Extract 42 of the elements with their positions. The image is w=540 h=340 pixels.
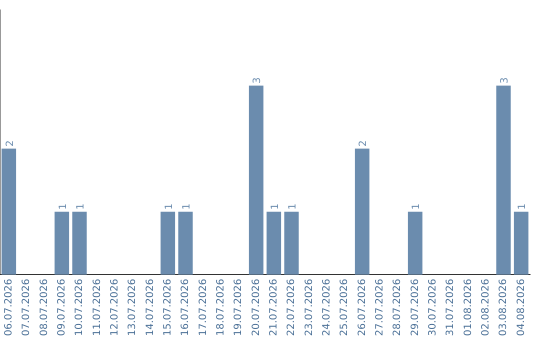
x-tick-label: 02.08.2026 bbox=[480, 278, 492, 336]
data-label: 1 bbox=[182, 203, 192, 210]
x-tick-label: 27.07.2026 bbox=[374, 278, 386, 336]
x-tick-label: 14.07.2026 bbox=[144, 278, 156, 336]
data-label: 3 bbox=[252, 77, 264, 84]
x-tick-label: 11.07.2026 bbox=[92, 278, 103, 336]
data-label: 1 bbox=[76, 203, 86, 210]
x-tick-label: 12.07.2026 bbox=[109, 278, 120, 336]
x-tick-label: 19.07.2026 bbox=[233, 278, 244, 336]
data-label: 1 bbox=[288, 203, 298, 210]
x-tick-label: 16.07.2026 bbox=[180, 278, 192, 336]
x-tick-label: 15.07.2026 bbox=[162, 278, 174, 336]
x-tick-label: 07.07.2026 bbox=[21, 278, 32, 336]
data-label: 1 bbox=[58, 203, 69, 210]
x-tick-label: 09.07.2026 bbox=[56, 278, 68, 336]
x-tick-label: 24.07.2026 bbox=[321, 278, 332, 336]
data-label: 2 bbox=[4, 140, 16, 147]
x-tick-label: 13.07.2026 bbox=[127, 278, 138, 336]
x-tick-label: 28.07.2026 bbox=[392, 278, 404, 336]
x-tick-label: 31.07.2026 bbox=[445, 278, 456, 336]
data-label: 2 bbox=[358, 140, 370, 147]
x-tick-label: 21.07.2026 bbox=[268, 278, 280, 336]
data-label: 1 bbox=[411, 203, 422, 210]
data-label: 1 bbox=[270, 203, 281, 210]
x-tick-label: 29.07.2026 bbox=[410, 278, 421, 336]
x-tick-label: 10.07.2026 bbox=[74, 278, 86, 336]
x-tick-label: 08.07.2026 bbox=[38, 278, 50, 336]
x-tick-label: 17.07.2026 bbox=[198, 278, 209, 336]
x-tick-label: 04.08.2026 bbox=[516, 278, 527, 336]
x-tick-label: 22.07.2026 bbox=[286, 278, 298, 336]
data-label: 3 bbox=[500, 77, 510, 84]
x-tick-label: 30.07.2026 bbox=[427, 278, 438, 336]
x-tick-label: 01.08.2026 bbox=[462, 278, 474, 336]
x-tick-label: 23.07.2026 bbox=[304, 278, 315, 336]
data-label: 1 bbox=[517, 203, 528, 210]
x-tick-label: 25.07.2026 bbox=[339, 278, 350, 336]
x-tick-label: 06.07.2026 bbox=[3, 278, 14, 336]
x-tick-label: 03.08.2026 bbox=[498, 278, 510, 336]
x-tick-label: 26.07.2026 bbox=[356, 278, 368, 336]
data-label: 1 bbox=[164, 203, 175, 210]
x-tick-label: 20.07.2026 bbox=[250, 278, 262, 336]
x-tick-label: 18.07.2026 bbox=[215, 278, 226, 336]
